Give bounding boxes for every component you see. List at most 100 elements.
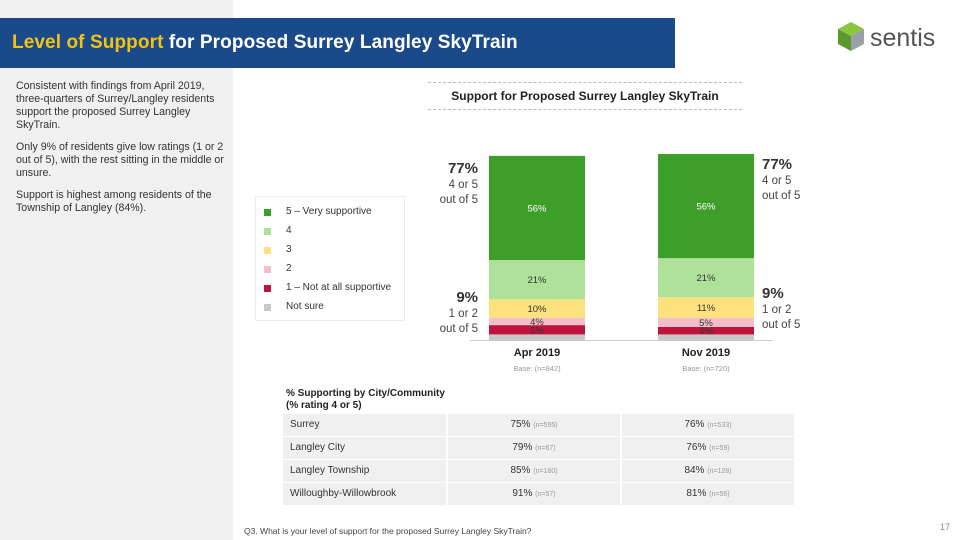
- logo-text: sentis: [870, 24, 936, 52]
- summary-sub-line: out of 5: [439, 194, 478, 206]
- legend-label: 5 – Very supportive: [286, 206, 372, 217]
- bar-segment: [658, 326, 754, 335]
- right-top-summary-pct: 77%: [762, 156, 793, 173]
- bar-value-label: 56%: [696, 202, 716, 213]
- bar-segment: [489, 155, 585, 261]
- apr-cell: 85% (n=180): [448, 460, 620, 482]
- left-bottom-summary-sub: 1 or 2 out of 5: [420, 307, 478, 337]
- nov-base: (n=56): [709, 491, 730, 498]
- question-footnote: Q3. What is your level of support for th…: [244, 526, 532, 536]
- community-table: Surrey 75% (n=595) 76% (n=533) Langley C…: [283, 414, 794, 506]
- apr-value: 75%: [510, 419, 531, 430]
- right-top-summary-sub: 4 or 5 out of 5: [762, 174, 822, 204]
- bar-segment: [489, 299, 585, 318]
- sentis-logo: sentis: [836, 20, 946, 56]
- category-label: Nov 2019: [682, 347, 730, 359]
- apr-base: (n=67): [535, 445, 556, 452]
- bar-segment: [489, 260, 585, 300]
- bar-value-label: 5%: [530, 325, 544, 336]
- legend-swatch: [264, 266, 271, 273]
- page-number: 17: [940, 522, 951, 532]
- table-row: Willoughby-Willowbrook 91% (n=57) 81% (n…: [283, 483, 794, 505]
- bar-value-label: 4%: [530, 317, 544, 328]
- bar-value-label: 4%: [699, 326, 713, 337]
- apr-base: (n=57): [535, 491, 556, 498]
- summary-sub-line: out of 5: [762, 319, 801, 331]
- community-name: Langley City: [283, 437, 446, 459]
- table-row: Langley Township 85% (n=180) 84% (n=128): [283, 460, 794, 482]
- table-row: Surrey 75% (n=595) 76% (n=533): [283, 414, 794, 436]
- chart-title: Support for Proposed Surrey Langley SkyT…: [428, 82, 742, 110]
- slide-title: Level of Support for Proposed Surrey Lan…: [12, 32, 518, 54]
- title-highlight: Level of Support: [12, 32, 164, 53]
- bar-segment: [658, 297, 754, 318]
- bar-segment: [658, 334, 754, 340]
- legend-swatch: [264, 285, 271, 292]
- base-label: Base: (n=842): [513, 364, 561, 373]
- left-top-summary-pct: 77%: [447, 160, 478, 177]
- nov-base: (n=128): [707, 468, 732, 475]
- nov-value: 84%: [684, 465, 705, 476]
- bar-segment: [658, 154, 754, 259]
- summary-sub-line: 1 or 2: [448, 308, 478, 320]
- community-name: Surrey: [283, 414, 446, 436]
- left-top-summary-sub: 4 or 5 out of 5: [420, 178, 478, 208]
- apr-value: 91%: [512, 488, 533, 499]
- nov-value: 76%: [686, 442, 707, 453]
- legend-label: 1 – Not at all supportive: [286, 282, 392, 293]
- nov-base: (n=59): [709, 445, 730, 452]
- nov-value: 81%: [686, 488, 707, 499]
- summary-paragraph-1: Consistent with findings from April 2019…: [16, 80, 215, 131]
- right-bottom-summary-sub: 1 or 2 out of 5: [762, 303, 822, 333]
- right-bottom-summary-pct: 9%: [762, 285, 784, 302]
- summary-paragraph-2: Only 9% of residents give low ratings (1…: [16, 141, 224, 179]
- summary-sub-line: 1 or 2: [762, 304, 792, 316]
- nov-base: (n=533): [707, 422, 732, 429]
- table-heading: % Supporting by City/Community (% rating…: [286, 388, 445, 412]
- apr-cell: 79% (n=67): [448, 437, 620, 459]
- apr-value: 85%: [510, 465, 531, 476]
- summary-paragraph-3: Support is highest among residents of th…: [16, 189, 212, 214]
- table-heading-line: (% rating 4 or 5): [286, 400, 362, 411]
- apr-base: (n=180): [533, 468, 558, 475]
- base-label: Base: (n=720): [682, 364, 730, 373]
- legend-label: 3: [286, 244, 292, 255]
- legend-swatch: [264, 247, 271, 254]
- bar-value-label: 21%: [527, 275, 547, 286]
- nov-cell: 76% (n=533): [622, 414, 794, 436]
- apr-cell: 91% (n=57): [448, 483, 620, 505]
- table-row: Langley City 79% (n=67) 76% (n=59): [283, 437, 794, 459]
- legend-swatch: [264, 209, 271, 216]
- summary-sub-line: out of 5: [762, 190, 801, 202]
- legend-swatch: [264, 304, 271, 311]
- left-panel: [0, 0, 233, 540]
- nov-cell: 76% (n=59): [622, 437, 794, 459]
- bar-value-label: 5%: [699, 318, 713, 329]
- community-name: Langley Township: [283, 460, 446, 482]
- apr-value: 79%: [512, 442, 533, 453]
- bar-value-label: 56%: [527, 203, 547, 214]
- bar-segment: [489, 317, 585, 326]
- cube-icon: [838, 22, 864, 51]
- bar-value-label: 11%: [697, 303, 716, 314]
- legend-label: 2: [286, 263, 292, 274]
- nov-cell: 81% (n=56): [622, 483, 794, 505]
- summary-text: Consistent with findings from April 2019…: [16, 80, 226, 224]
- community-name: Willoughby-Willowbrook: [283, 483, 446, 505]
- category-label: Apr 2019: [514, 347, 560, 359]
- legend-label: Not sure: [286, 301, 324, 312]
- title-bar: Level of Support for Proposed Surrey Lan…: [0, 18, 675, 68]
- apr-base: (n=595): [533, 422, 558, 429]
- summary-sub-line: out of 5: [439, 323, 478, 335]
- nov-value: 76%: [684, 419, 705, 430]
- bar-segment: [658, 258, 754, 298]
- legend-label: 4: [286, 225, 292, 236]
- bar-segment: [658, 317, 754, 327]
- title-rest: for Proposed Surrey Langley SkyTrain: [163, 32, 518, 53]
- bar-value-label: 10%: [527, 304, 547, 315]
- bar-segment: [489, 334, 585, 340]
- legend-swatch: [264, 228, 271, 235]
- apr-cell: 75% (n=595): [448, 414, 620, 436]
- nov-cell: 84% (n=128): [622, 460, 794, 482]
- table-heading-line: % Supporting by City/Community: [286, 388, 445, 399]
